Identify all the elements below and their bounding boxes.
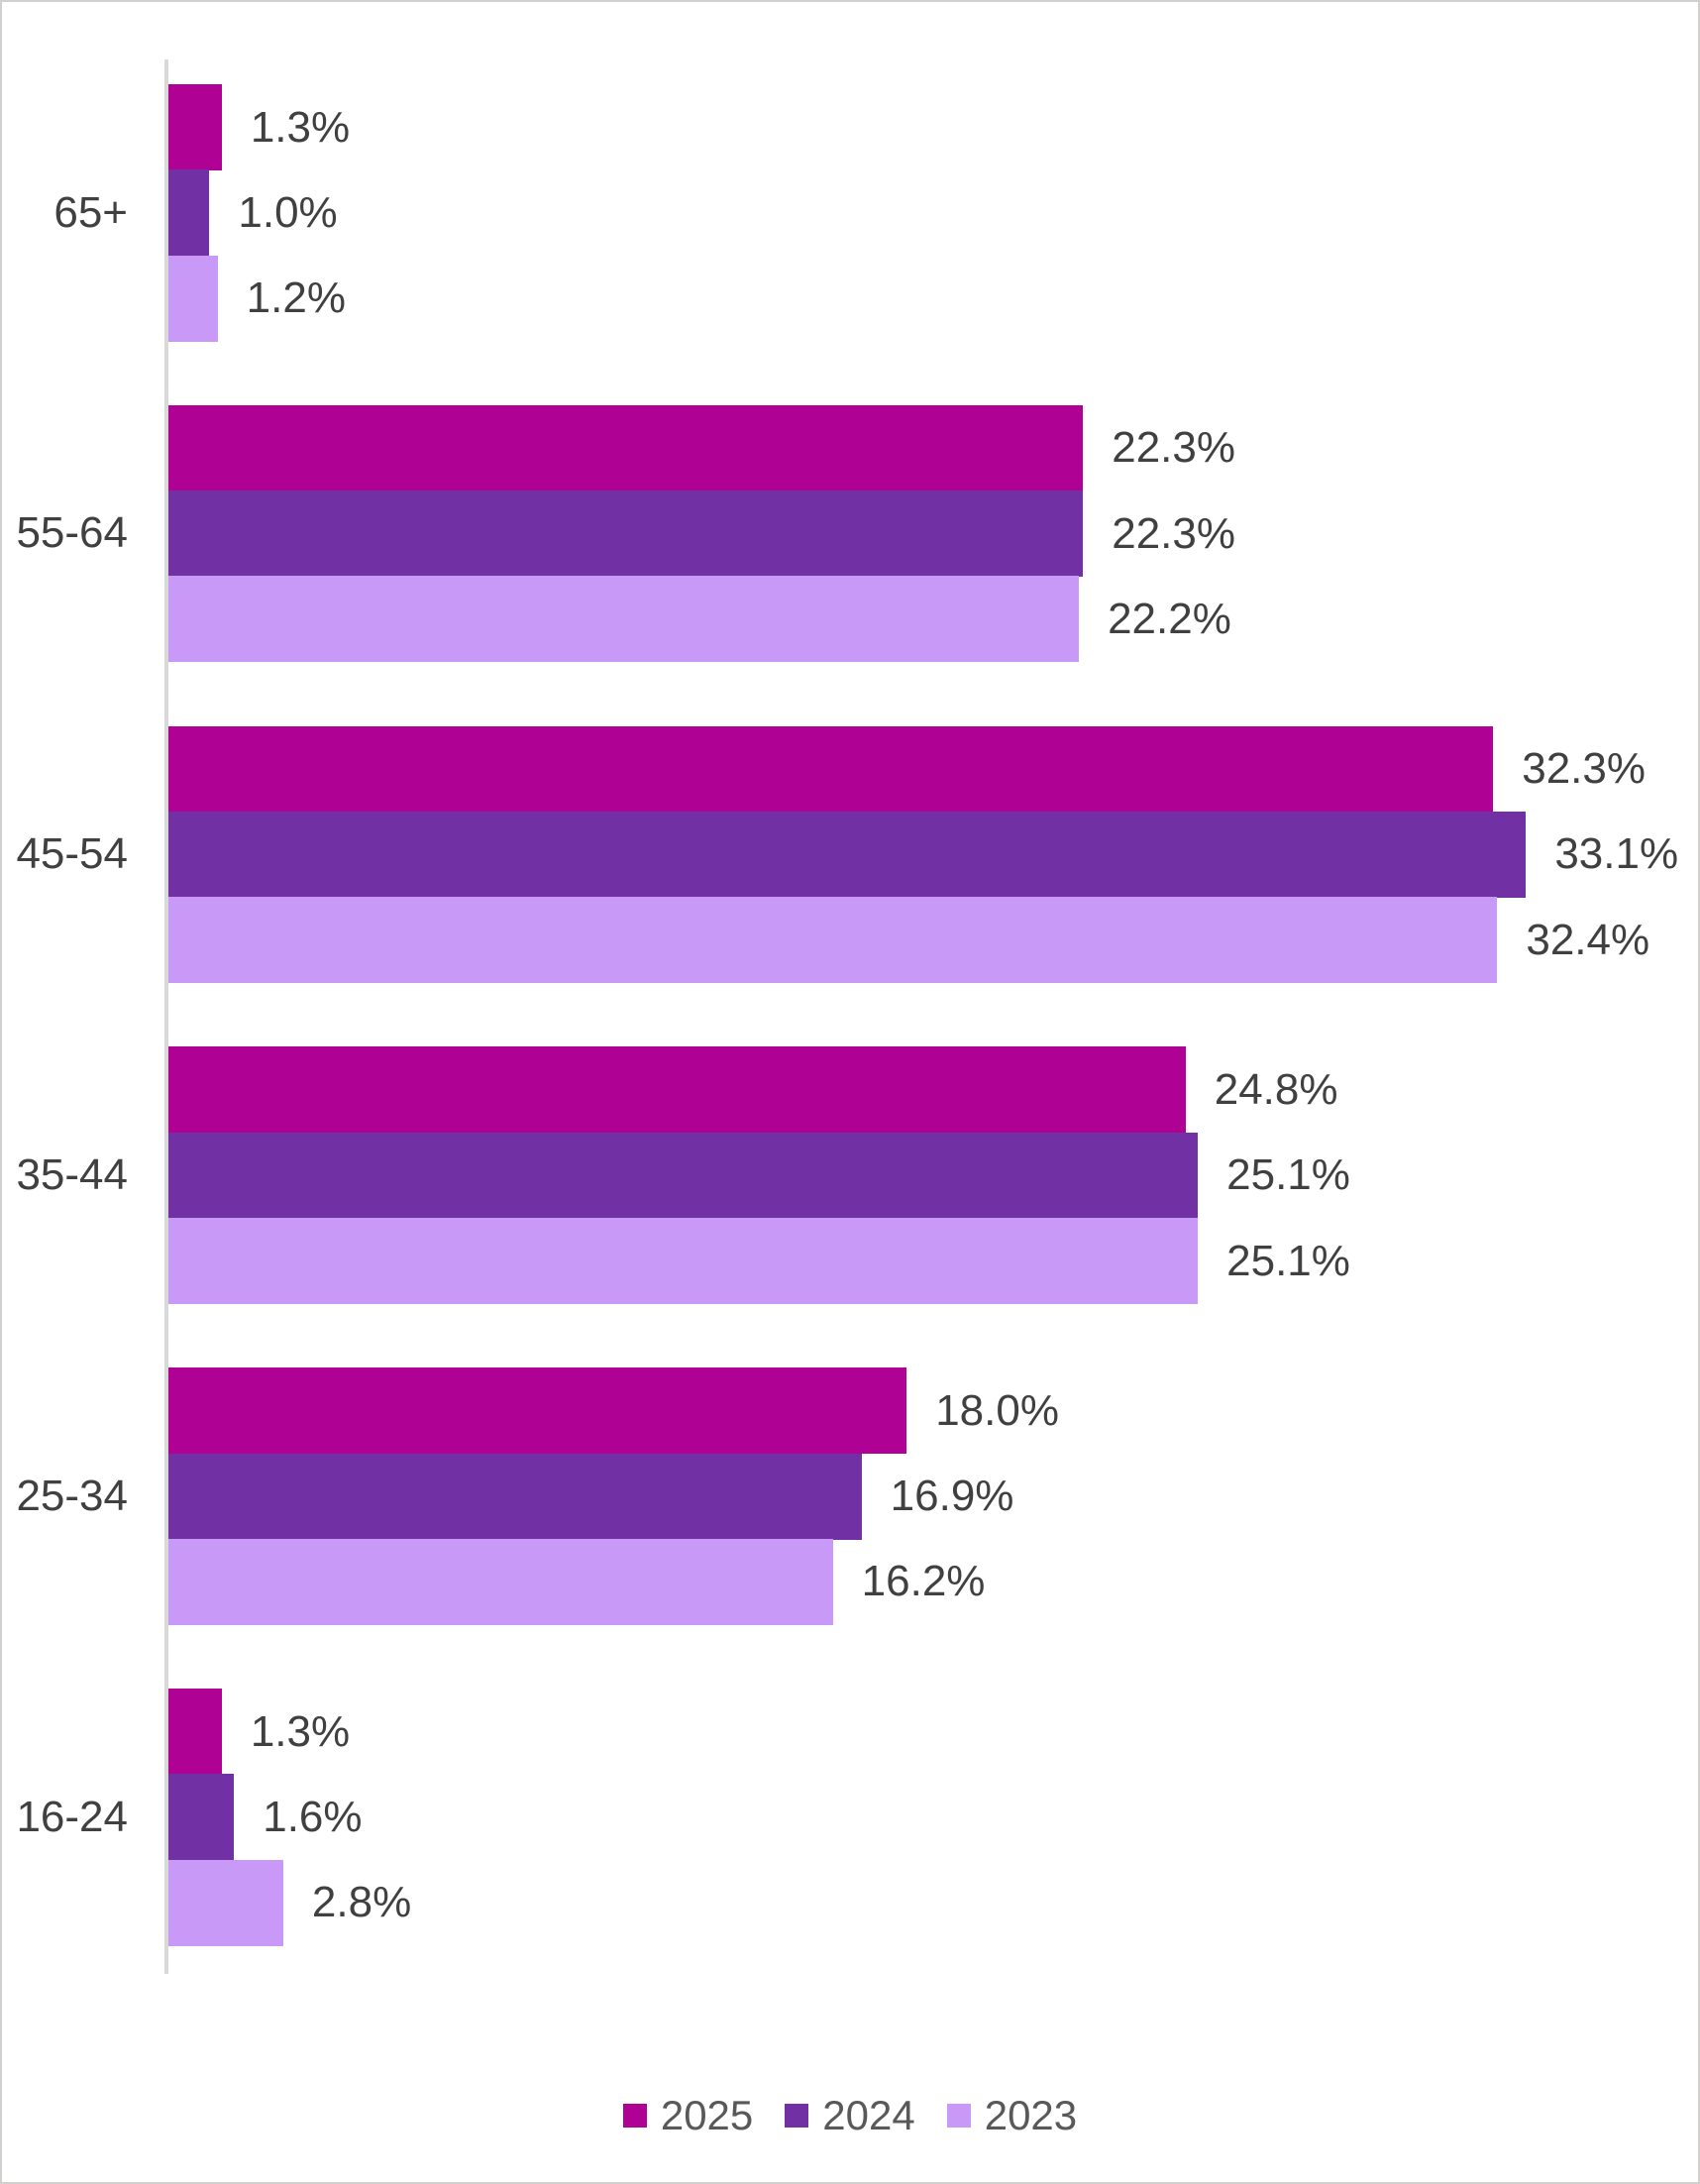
legend-swatch-2024 bbox=[785, 2104, 809, 2128]
bar-2025-45-54 bbox=[168, 725, 1494, 813]
category-label: 16-24 bbox=[16, 1792, 128, 1841]
legend-swatch-2023 bbox=[946, 2104, 971, 2128]
value-label: 1.0% bbox=[238, 187, 338, 237]
bar-2024-65+ bbox=[168, 169, 210, 257]
legend-item-2024: 2024 bbox=[785, 2092, 915, 2139]
value-label: 1.3% bbox=[250, 1706, 351, 1756]
value-label: 22.3% bbox=[1112, 423, 1235, 473]
category-label: 35-44 bbox=[16, 1149, 128, 1199]
value-label: 33.1% bbox=[1554, 829, 1679, 879]
value-label: 1.3% bbox=[250, 102, 351, 152]
bar-2024-25-34 bbox=[168, 1453, 862, 1540]
value-label: 1.6% bbox=[263, 1792, 363, 1841]
legend-label: 2025 bbox=[660, 2092, 754, 2138]
category-label: 45-54 bbox=[16, 829, 128, 879]
bar-2023-35-44 bbox=[168, 1218, 1199, 1305]
bar-2023-16-24 bbox=[168, 1859, 283, 1946]
value-label: 32.3% bbox=[1522, 744, 1646, 794]
category-label: 65+ bbox=[53, 187, 128, 237]
bar-2025-16-24 bbox=[168, 1689, 222, 1775]
value-label: 25.1% bbox=[1226, 1236, 1350, 1285]
bar-2024-45-54 bbox=[168, 811, 1527, 898]
bar-2024-55-64 bbox=[168, 491, 1084, 578]
value-label: 2.8% bbox=[311, 1878, 412, 1927]
category-label: 55-64 bbox=[16, 508, 128, 558]
value-label: 16.9% bbox=[890, 1472, 1014, 1521]
bar-2023-65+ bbox=[168, 255, 218, 342]
legend: 2025 2024 2023 bbox=[2, 2081, 1698, 2150]
value-label: 32.4% bbox=[1526, 915, 1650, 964]
bar-2025-65+ bbox=[168, 84, 222, 170]
legend-label: 2023 bbox=[984, 2092, 1078, 2138]
legend-swatch-2025 bbox=[622, 2104, 647, 2128]
bar-2023-25-34 bbox=[168, 1538, 833, 1625]
value-label: 16.2% bbox=[861, 1557, 986, 1606]
value-label: 1.2% bbox=[246, 273, 346, 323]
value-label: 25.1% bbox=[1226, 1150, 1350, 1200]
value-label: 24.8% bbox=[1214, 1064, 1338, 1114]
bar-2025-35-44 bbox=[168, 1046, 1186, 1134]
y-axis-line bbox=[164, 59, 168, 1974]
category-label: 25-34 bbox=[16, 1471, 128, 1520]
legend-label: 2024 bbox=[822, 2092, 915, 2138]
legend-item-2023: 2023 bbox=[946, 2092, 1078, 2139]
bar-2023-45-54 bbox=[168, 897, 1498, 984]
bar-2024-16-24 bbox=[168, 1774, 235, 1861]
bar-2023-55-64 bbox=[168, 576, 1080, 663]
legend-item-2025: 2025 bbox=[622, 2092, 754, 2139]
value-label: 22.2% bbox=[1108, 594, 1231, 643]
value-label: 18.0% bbox=[935, 1385, 1059, 1435]
value-label: 22.3% bbox=[1112, 508, 1235, 558]
bar-2025-25-34 bbox=[168, 1367, 907, 1455]
bar-2025-55-64 bbox=[168, 404, 1084, 491]
bar-2024-35-44 bbox=[168, 1132, 1199, 1219]
